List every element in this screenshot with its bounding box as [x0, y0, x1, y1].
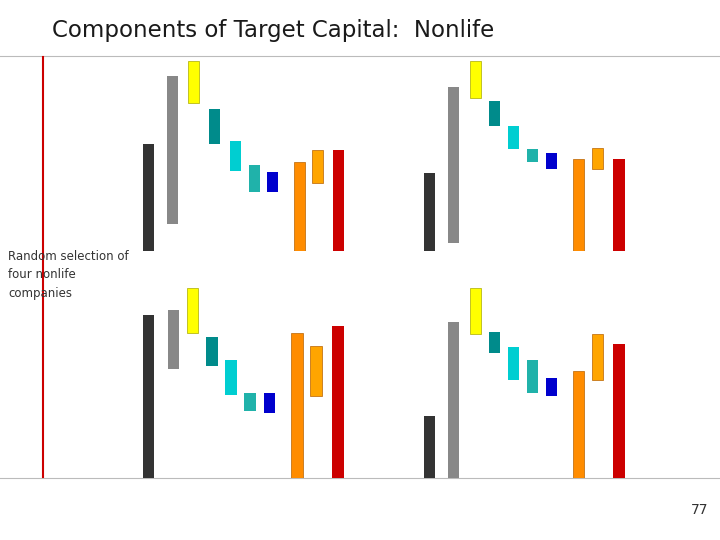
Bar [333, 150, 344, 251]
Bar [143, 315, 154, 478]
Bar [572, 372, 584, 478]
Bar [448, 322, 459, 478]
Bar [592, 334, 603, 380]
Bar [546, 378, 557, 396]
Bar [230, 141, 241, 171]
Bar [489, 101, 500, 126]
Bar [613, 343, 625, 478]
Bar [613, 159, 625, 251]
Bar [168, 309, 179, 369]
Bar [508, 126, 519, 149]
Bar [248, 165, 260, 192]
Bar [423, 416, 435, 478]
Bar [526, 360, 538, 393]
Bar [206, 337, 217, 366]
Bar [592, 147, 603, 169]
Bar [312, 150, 323, 183]
Bar [186, 288, 198, 333]
Bar [526, 149, 538, 162]
Bar [291, 333, 302, 478]
Text: Random selection of
four nonlife
companies: Random selection of four nonlife compani… [8, 249, 129, 300]
Bar [143, 144, 154, 251]
Bar [489, 332, 500, 353]
Bar [332, 326, 344, 478]
Bar [448, 86, 459, 242]
Bar [166, 76, 178, 225]
Text: Components of Target Capital:  Nonlife: Components of Target Capital: Nonlife [52, 18, 494, 42]
Text: 77: 77 [690, 503, 708, 517]
Bar [225, 360, 237, 395]
Bar [244, 393, 256, 411]
Bar [209, 109, 220, 144]
Bar [294, 162, 305, 251]
Bar [469, 61, 481, 98]
Bar [572, 159, 584, 251]
Bar [264, 393, 275, 413]
Bar [546, 153, 557, 169]
Bar [423, 173, 435, 251]
Bar [267, 172, 278, 192]
Bar [310, 346, 322, 396]
Bar [508, 347, 519, 380]
Bar [188, 61, 199, 103]
Bar [469, 288, 481, 334]
